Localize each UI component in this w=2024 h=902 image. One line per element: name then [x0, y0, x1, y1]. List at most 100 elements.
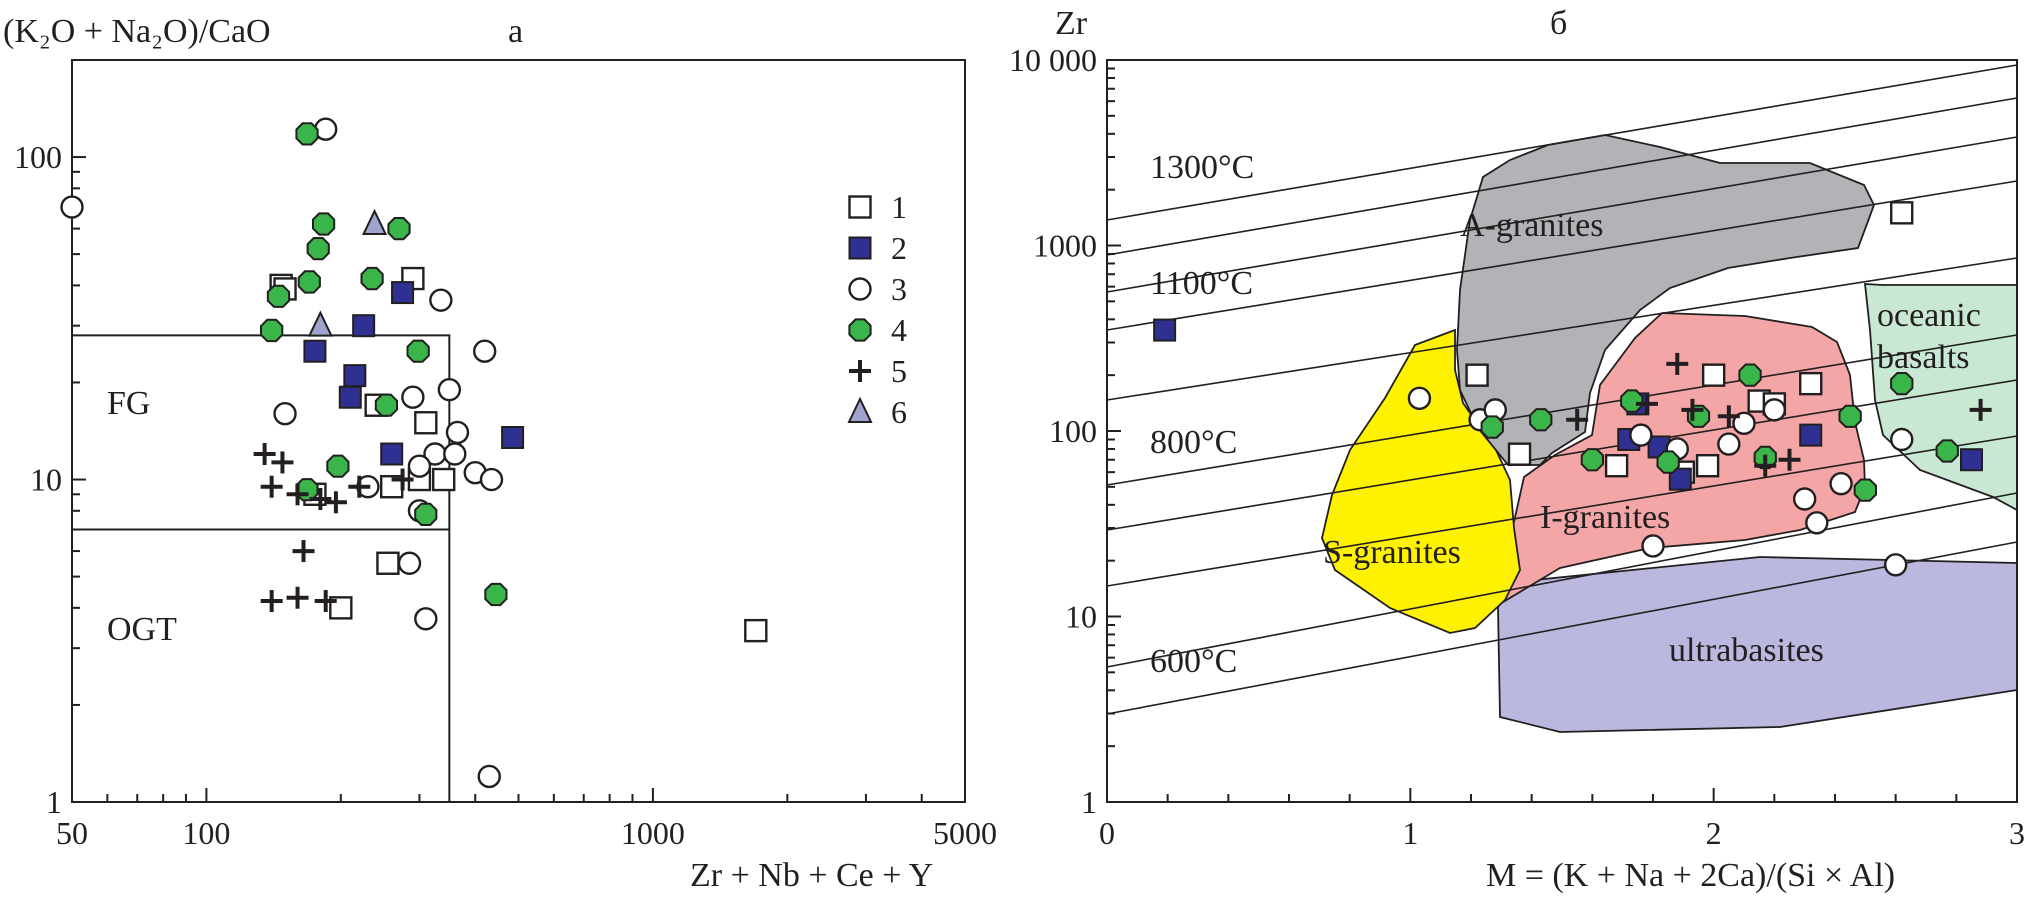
- point-series-4: [1580, 448, 1604, 472]
- point-series-5: [309, 488, 332, 511]
- point-series-3: [429, 288, 453, 312]
- point-series-1: [1604, 454, 1629, 478]
- isotherm-label-1300: 1300°C: [1150, 149, 1254, 186]
- y-tick-label: 1: [46, 784, 62, 820]
- field-label-fg: FG: [107, 385, 150, 422]
- plot-frame: [1106, 59, 2018, 803]
- legend-label-5: 5: [891, 353, 907, 389]
- y-tick-label: 10: [30, 462, 62, 498]
- y-tick-label: 10: [1065, 599, 1097, 635]
- point-series-3: [414, 607, 438, 631]
- point-series-3: [443, 442, 467, 466]
- point-series-6: [361, 208, 388, 236]
- isotherm-line-5: [1106, 257, 2018, 401]
- point-series-5: [348, 475, 371, 498]
- field-label-a-granites: A-granites: [1460, 207, 1604, 244]
- point-series-4: [1656, 450, 1680, 474]
- legend-label-2: 2: [891, 230, 907, 266]
- point-series-3: [472, 339, 497, 363]
- point-series-4: [1686, 404, 1711, 428]
- point-series-5: [260, 590, 283, 613]
- oceanic-basalts-field: [1863, 283, 2018, 512]
- point-series-5: [1717, 405, 1740, 428]
- legend-label-3: 3: [891, 271, 907, 307]
- point-series-4: [406, 339, 430, 363]
- point-series-4: [414, 502, 438, 526]
- point-series-3: [1407, 386, 1432, 411]
- chart-panel-a: 1 10 100 50 100 1000 5000 1 2 3 4 5 6 (K₂O + Na₂O)/…: [3, 13, 997, 894]
- x-tick-label: 2: [1706, 815, 1722, 851]
- point-series-2: [1617, 427, 1641, 451]
- point-series-2: [1668, 467, 1692, 491]
- point-series-3: [1641, 534, 1665, 558]
- ultrabasites-field: [1497, 556, 2018, 733]
- point-series-5: [1681, 398, 1704, 421]
- point-series-3: [1762, 398, 1787, 422]
- point-series-3: [477, 764, 501, 789]
- point-series-1: [1747, 389, 1771, 413]
- field-label-s-granites: S-granites: [1323, 534, 1461, 571]
- isotherm-label-600: 600°C: [1150, 643, 1237, 680]
- point-series-3: [60, 195, 84, 219]
- x-axis-title: M = (K + Na + 2Ca)/(Si × Al): [1486, 857, 1895, 894]
- point-series-5: [314, 590, 337, 613]
- point-series-1: [1799, 371, 1823, 396]
- panel-label-b: б: [1550, 5, 1567, 42]
- point-series-3: [397, 551, 422, 575]
- isotherm-line-10: [1106, 541, 2018, 715]
- field-label-ogt: OGT: [107, 611, 177, 648]
- point-series-4: [295, 122, 319, 146]
- isotherm-line-2: [1106, 97, 2018, 256]
- fg-boundary: [72, 334, 451, 802]
- legend-label-6: 6: [891, 394, 907, 430]
- point-series-5: [1969, 398, 1992, 421]
- isotherm-line-9: [1106, 492, 2018, 668]
- point-series-3: [401, 385, 425, 409]
- legend-marker-6: [847, 396, 873, 423]
- point-series-4: [1738, 363, 1762, 387]
- point-series-3: [1717, 432, 1741, 456]
- isotherm-label-1100: 1100°C: [1150, 265, 1253, 302]
- x-tick-label: 100: [182, 815, 230, 851]
- point-series-5: [253, 443, 276, 466]
- point-series-4: [312, 212, 336, 236]
- x-tick-label: 3: [2009, 815, 2024, 851]
- point-series-5: [271, 451, 294, 474]
- point-series-4: [297, 270, 321, 294]
- point-series-3: [445, 420, 470, 445]
- point-series-4: [360, 266, 384, 291]
- point-series-4: [374, 393, 398, 417]
- y-tick-label: 1000: [1033, 228, 1097, 264]
- point-series-3: [1732, 411, 1756, 436]
- point-series-3: [1483, 398, 1507, 422]
- point-series-5: [286, 586, 309, 609]
- point-series-1: [1890, 201, 1914, 225]
- point-series-5: [260, 475, 283, 498]
- point-series-4: [1890, 372, 1914, 396]
- data-points: [1153, 201, 1992, 577]
- panel-label-a: а: [508, 13, 523, 50]
- isotherm-lines: [1106, 64, 2018, 715]
- point-series-1: [414, 411, 438, 435]
- point-series-5: [1754, 454, 1777, 477]
- point-series-5: [1635, 392, 1658, 415]
- legend-label-4: 4: [891, 312, 907, 348]
- point-series-2: [1626, 392, 1650, 416]
- point-series-4: [1620, 389, 1644, 413]
- x-tick-label: 1: [1402, 815, 1418, 851]
- point-series-3: [1665, 437, 1689, 461]
- point-series-3: [1883, 553, 1908, 577]
- y-tick-label: 100: [14, 139, 62, 175]
- point-series-1: [432, 467, 456, 492]
- point-series-1: [1695, 454, 1720, 478]
- point-series-4: [1935, 439, 1959, 463]
- i-granites-field: [1491, 312, 1866, 610]
- point-series-5: [391, 468, 414, 491]
- point-series-1: [1762, 392, 1787, 416]
- point-series-3: [273, 402, 297, 426]
- point-series-5: [324, 491, 347, 514]
- axes-frame: [1106, 59, 2018, 803]
- point-series-2: [1647, 435, 1671, 459]
- isotherm-label-800: 800°C: [1150, 424, 1237, 461]
- point-series-1: [1701, 363, 1726, 387]
